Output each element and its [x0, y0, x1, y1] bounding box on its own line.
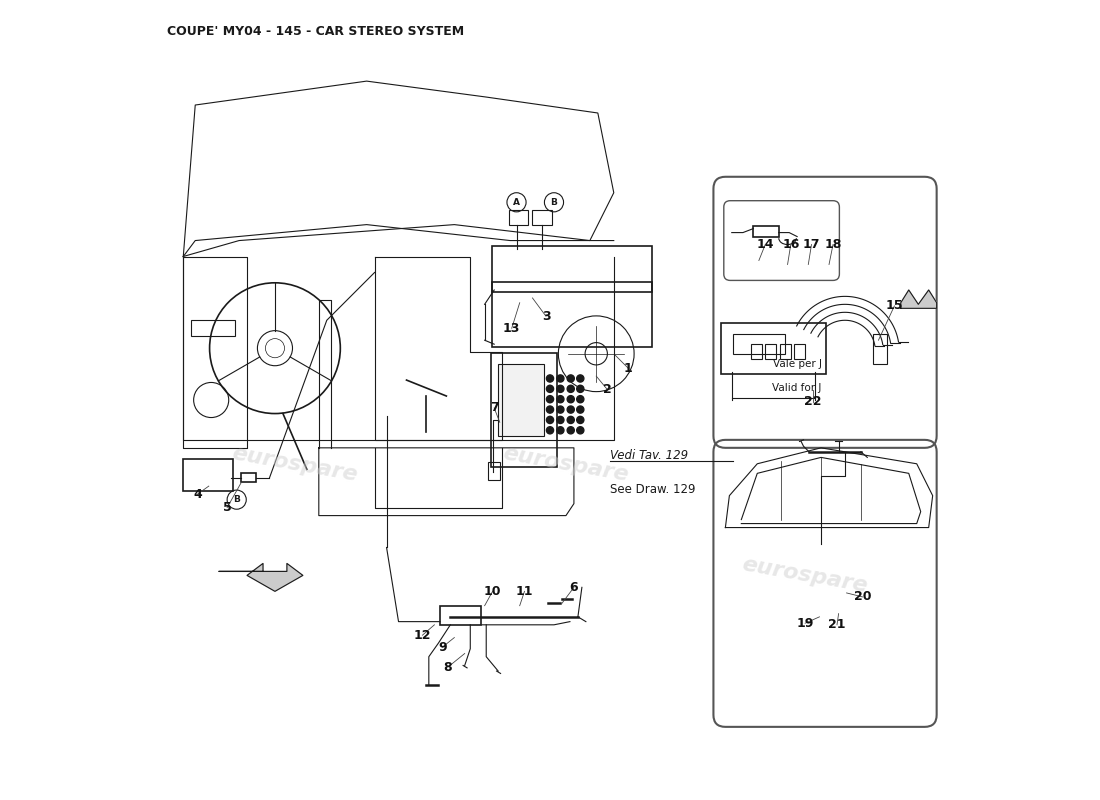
Text: Vedi Tav. 129: Vedi Tav. 129	[609, 450, 688, 462]
Text: 11: 11	[516, 585, 534, 598]
Polygon shape	[219, 563, 302, 591]
Text: 1: 1	[624, 362, 632, 374]
Text: 10: 10	[484, 585, 502, 598]
Text: eurospare: eurospare	[230, 443, 360, 485]
Text: 5: 5	[222, 501, 231, 514]
Circle shape	[576, 416, 584, 423]
Text: 20: 20	[854, 590, 871, 603]
Circle shape	[557, 386, 564, 393]
Text: 17: 17	[803, 238, 821, 251]
Text: 2: 2	[603, 383, 612, 396]
Text: 16: 16	[782, 238, 800, 251]
Text: 4: 4	[194, 487, 202, 501]
Circle shape	[557, 406, 564, 413]
Circle shape	[547, 416, 553, 423]
Circle shape	[557, 416, 564, 423]
Text: 13: 13	[503, 322, 520, 334]
Circle shape	[568, 396, 574, 402]
FancyBboxPatch shape	[498, 364, 544, 436]
Circle shape	[568, 386, 574, 393]
Circle shape	[568, 426, 574, 434]
Text: A: A	[513, 198, 520, 206]
Text: 6: 6	[570, 581, 579, 594]
Text: B: B	[233, 495, 240, 504]
Circle shape	[576, 386, 584, 393]
Text: B: B	[550, 198, 558, 206]
Text: Valid for J: Valid for J	[772, 383, 822, 393]
Text: 8: 8	[443, 661, 452, 674]
Circle shape	[576, 426, 584, 434]
Text: 12: 12	[414, 629, 431, 642]
Text: 21: 21	[828, 618, 846, 631]
Text: 3: 3	[541, 310, 550, 322]
Text: eurospare: eurospare	[740, 554, 870, 596]
Circle shape	[576, 406, 584, 413]
Circle shape	[576, 375, 584, 382]
Circle shape	[547, 386, 553, 393]
Text: Vale per J: Vale per J	[772, 359, 822, 369]
Text: 19: 19	[796, 617, 814, 630]
Circle shape	[557, 426, 564, 434]
Circle shape	[568, 406, 574, 413]
Circle shape	[557, 396, 564, 402]
Circle shape	[568, 375, 574, 382]
Circle shape	[576, 396, 584, 402]
Text: 18: 18	[824, 238, 842, 251]
Text: eurospare: eurospare	[502, 443, 630, 485]
Circle shape	[547, 396, 553, 402]
Text: 9: 9	[438, 641, 447, 654]
Text: See Draw. 129: See Draw. 129	[609, 482, 695, 496]
Circle shape	[568, 416, 574, 423]
Text: COUPE' MY04 - 145 - CAR STEREO SYSTEM: COUPE' MY04 - 145 - CAR STEREO SYSTEM	[167, 26, 464, 38]
Text: 15: 15	[886, 299, 903, 313]
Text: 7: 7	[490, 402, 498, 414]
Circle shape	[557, 375, 564, 382]
Text: 22: 22	[804, 395, 822, 408]
Text: 14: 14	[757, 238, 774, 251]
Circle shape	[547, 375, 553, 382]
Circle shape	[547, 406, 553, 413]
Circle shape	[547, 426, 553, 434]
Polygon shape	[901, 290, 937, 308]
